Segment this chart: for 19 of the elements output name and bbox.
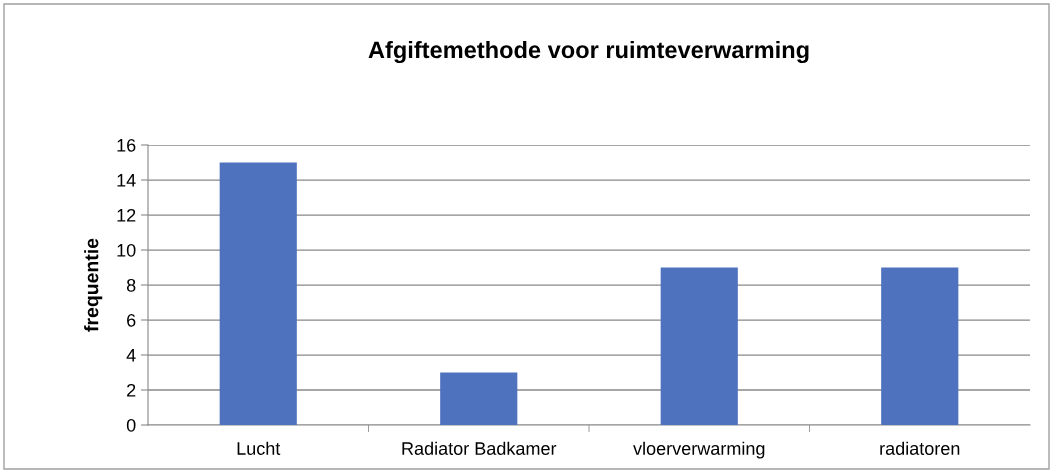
- bar: [660, 267, 738, 425]
- y-tick-label: 0: [126, 418, 136, 432]
- x-tick-label: vloerverwarming: [633, 441, 765, 459]
- y-tick-label: 8: [126, 278, 136, 292]
- x-tick-label: Radiator Badkamer: [402, 441, 557, 455]
- y-tick-label: 2: [127, 383, 136, 397]
- bar: [440, 372, 518, 425]
- y-tick-label: 12: [117, 208, 136, 222]
- y-tick-label: 6: [127, 313, 136, 327]
- y-tick-label: 4: [126, 349, 136, 362]
- y-tick-label: 16: [117, 138, 136, 152]
- x-tick-label: radiatoren: [880, 441, 960, 455]
- bar: [881, 267, 959, 425]
- y-tick-label: 10: [117, 243, 136, 257]
- bar: [219, 162, 297, 425]
- y-tick-label: 14: [117, 174, 136, 187]
- x-tick-label: Lucht: [237, 441, 281, 455]
- chart-title: Afgiftemethode voor ruimteverwarming: [368, 40, 809, 64]
- y-axis-title: frequentie: [84, 238, 103, 332]
